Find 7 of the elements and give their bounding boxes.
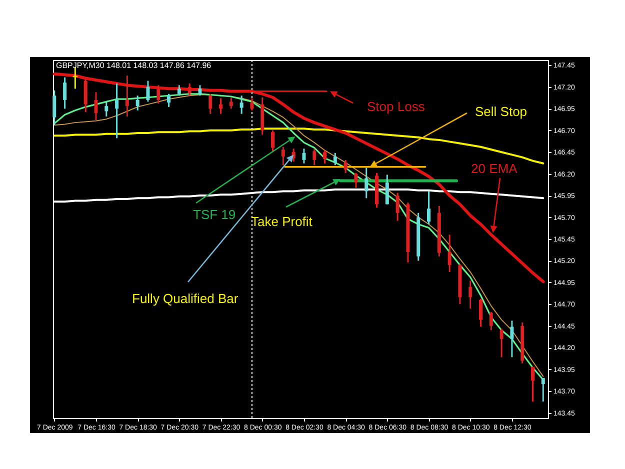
annotation: Fully Qualified Bar	[132, 291, 239, 306]
annotation: Take Profit	[251, 214, 313, 229]
annotation: TSF 19	[193, 207, 236, 222]
chart-title: GBPJPY,M30 148.01 148.03 147.86 147.96	[56, 61, 212, 70]
annotation: Stop Loss	[367, 99, 426, 114]
annotation: 20 EMA	[471, 161, 518, 176]
annotation: Sell Stop	[475, 104, 528, 119]
